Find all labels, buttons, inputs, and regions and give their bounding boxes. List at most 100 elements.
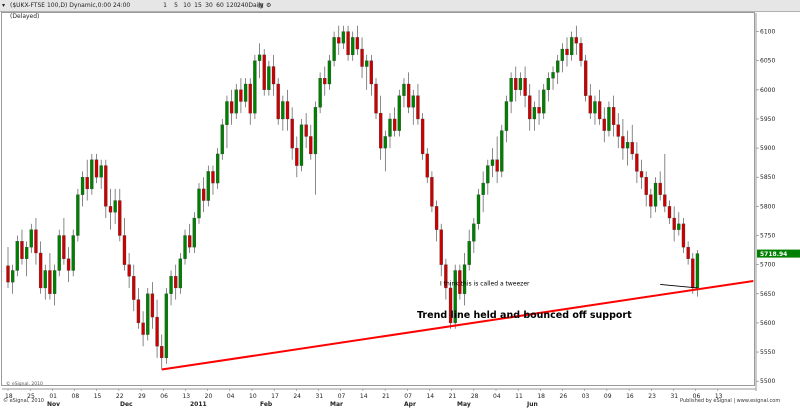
y-tick-label: 5850	[760, 174, 775, 181]
candle-body	[579, 43, 583, 61]
y-tick-label: 5950	[760, 116, 775, 123]
candle-body	[667, 206, 672, 219]
interval-button-120[interactable]: 120	[226, 2, 238, 9]
x-tick-label: 14	[426, 393, 434, 400]
x-tick-label: 18	[537, 393, 545, 400]
candle-body	[355, 37, 360, 50]
candle-body	[197, 188, 201, 219]
x-tick-label: 01	[49, 393, 57, 400]
interval-button-5[interactable]: 5	[174, 2, 178, 9]
candle-body	[160, 346, 164, 359]
candle-body	[299, 124, 304, 166]
annotation-tweezer: I think this is called a tweezer	[440, 281, 530, 288]
candle-body	[155, 316, 159, 347]
y-tick-label: 5800	[760, 203, 775, 210]
candle-body	[337, 37, 341, 44]
candle-body	[611, 107, 616, 125]
x-tick-label: 22	[116, 393, 124, 400]
candle-body	[420, 118, 425, 155]
y-tick-label: 5550	[760, 349, 775, 356]
candle-body	[150, 293, 155, 318]
y-tick-label: 6100	[760, 29, 775, 36]
candle-body	[481, 182, 485, 195]
interval-button-240[interactable]: 240	[237, 2, 249, 9]
candle-body	[565, 48, 569, 56]
candle-body	[341, 31, 346, 44]
candle-body	[281, 101, 285, 120]
candle-body	[108, 206, 113, 213]
x-tick-label: 04	[493, 393, 501, 400]
x-tick-label: 31	[316, 393, 324, 400]
candle-body	[434, 206, 439, 230]
candle-body	[332, 37, 336, 61]
candle-body	[574, 37, 578, 44]
x-tick-label: 29	[138, 393, 146, 400]
candle-body	[192, 217, 196, 248]
candle-body	[76, 194, 80, 236]
x-tick-label: 03	[582, 393, 590, 400]
x-tick-label: 24	[293, 393, 301, 400]
candle-body	[248, 83, 252, 114]
candle-body	[225, 101, 229, 125]
candle-body	[486, 165, 490, 184]
x-tick-label: 07	[404, 393, 412, 400]
candle-body	[318, 78, 322, 108]
candle-body	[6, 265, 10, 283]
published-text[interactable]: Published by eSignal | www.esignal.com	[680, 398, 781, 404]
candle-body	[169, 276, 173, 294]
candle-body	[458, 270, 462, 294]
candle-body	[397, 95, 401, 131]
candle-body	[411, 95, 415, 108]
footer: © eSignal, 2010 Published by eSignal | w…	[0, 397, 800, 407]
candle-body	[188, 235, 192, 248]
candle-body	[374, 83, 378, 114]
candle-body	[532, 107, 537, 120]
interval-button-60[interactable]: 60	[216, 2, 224, 9]
interval-button-1[interactable]: 1	[163, 2, 167, 9]
candle-body	[560, 48, 564, 61]
candle-body	[593, 101, 597, 114]
x-tick-label: 10	[249, 393, 257, 400]
candle-body	[24, 247, 29, 259]
last-price-label: 5718.94	[760, 251, 787, 258]
x-tick-label: 21	[449, 393, 457, 400]
candle-body	[136, 299, 141, 324]
candle-body	[691, 258, 695, 289]
interval-button-10[interactable]: 10	[183, 2, 191, 9]
interval-button-15[interactable]: 15	[194, 2, 202, 9]
candle-body	[425, 153, 429, 178]
x-tick-label: 13	[715, 393, 723, 400]
candle-body	[206, 171, 210, 201]
x-tick-label: 18	[5, 393, 13, 400]
candlestick-chart[interactable]: 5500 5550 5600 5650 5700 5750 5800 5850 5900 5950…	[2, 13, 800, 408]
candle-body	[141, 322, 145, 335]
candle-body	[38, 252, 43, 289]
candle-body	[365, 60, 369, 67]
x-tick-label: 14	[360, 393, 368, 400]
dropdown-icon[interactable]: ▾	[2, 2, 6, 9]
settings-icon[interactable]: ⚙	[266, 2, 272, 9]
chart-type-icon[interactable]: ▤	[258, 2, 264, 9]
candle-body	[369, 60, 374, 85]
candle-body	[253, 60, 257, 114]
candle-body	[127, 264, 131, 277]
interval-button-daily[interactable]: Daily	[248, 2, 264, 9]
y-tick-label: 6000	[760, 87, 775, 94]
candle-body	[416, 95, 420, 120]
candle-body	[635, 153, 639, 172]
candle-body	[672, 217, 676, 230]
x-tick-label: 07	[338, 393, 346, 400]
candle-body	[229, 101, 234, 114]
candle-body	[29, 229, 33, 248]
candle-body	[677, 223, 681, 230]
candle-body	[686, 247, 690, 259]
month-label: Jun	[526, 401, 538, 408]
interval-button-30[interactable]: 30	[205, 2, 213, 9]
copyright-watermark: © eSignal, 2010	[6, 380, 43, 387]
candle-body	[602, 118, 606, 131]
x-tick-label: 11	[515, 393, 523, 400]
x-tick-label: 23	[648, 393, 656, 400]
candle-body	[99, 165, 103, 178]
candle-body	[118, 200, 122, 236]
candle-body	[388, 118, 392, 137]
